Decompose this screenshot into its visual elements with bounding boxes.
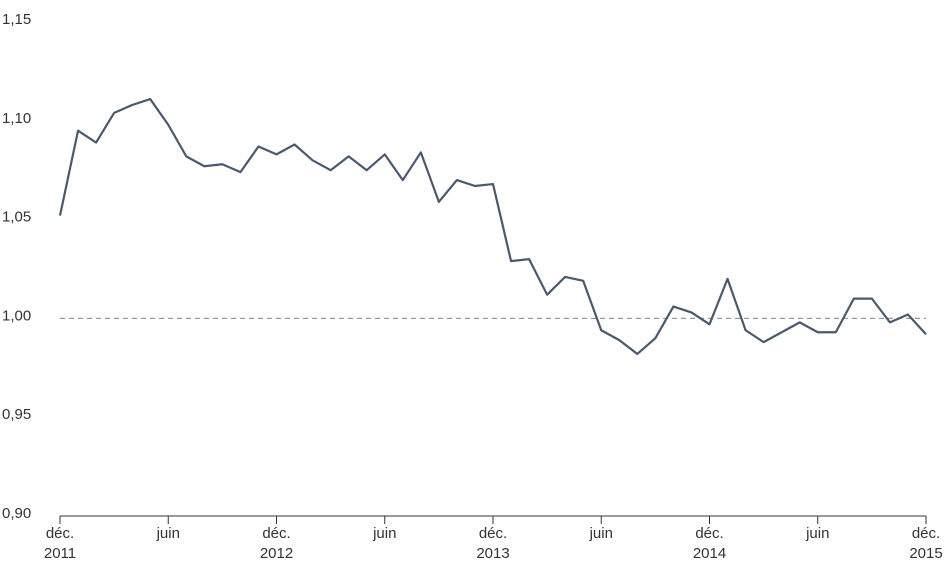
y-tick-label: 1,10 [2, 110, 31, 127]
line [58, 97, 927, 356]
x-tick-label: déc. 2012 [259, 525, 294, 562]
y-tick-label: 1,05 [2, 209, 31, 226]
x-tick-label: déc. 2015 [909, 525, 943, 562]
y-tick-label: 0,90 [2, 505, 31, 522]
x-tick-label: juin [373, 525, 397, 542]
x-tick-label: juin [589, 525, 613, 542]
y-tick-label: 0,95 [2, 406, 31, 423]
y-tick-label: 1,00 [2, 307, 31, 324]
x-tick-label: déc. 2013 [476, 525, 510, 562]
x-tick-label: juin [156, 525, 180, 542]
x-tick-label: déc. 2011 [43, 525, 77, 562]
y-tick-label: 1,15 [2, 11, 31, 28]
x-tick-label: juin [806, 525, 830, 542]
x-tick-label: déc. 2014 [692, 525, 727, 562]
